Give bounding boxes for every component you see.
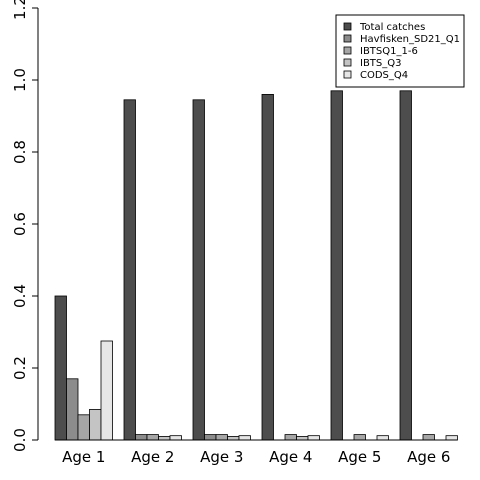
legend-swatch bbox=[343, 34, 352, 43]
bar-4-series-4 bbox=[296, 435, 309, 441]
legend-swatch bbox=[343, 22, 352, 31]
bar-2-series-2 bbox=[135, 434, 148, 441]
bar-1-series-3 bbox=[77, 414, 90, 441]
bar-4-series-3 bbox=[284, 434, 297, 441]
bar-2-series-3 bbox=[146, 434, 159, 441]
bar-5-series-5 bbox=[376, 435, 389, 441]
x-category-label: Age 1 bbox=[62, 448, 105, 466]
legend-swatch bbox=[343, 46, 352, 55]
y-tick-label: 1.0 bbox=[11, 68, 29, 92]
bar-3-series-1 bbox=[192, 99, 205, 441]
x-category-label: Age 3 bbox=[200, 448, 243, 466]
y-tick-label: 0.0 bbox=[11, 428, 29, 452]
bar-5-series-1 bbox=[330, 90, 343, 441]
bar-6-series-5 bbox=[445, 435, 458, 441]
legend-label: IBTS_Q3 bbox=[360, 58, 402, 69]
bar-6-series-3 bbox=[422, 434, 435, 441]
bar-4-series-5 bbox=[307, 435, 320, 441]
x-category-label: Age 4 bbox=[269, 448, 312, 466]
bar-1-series-2 bbox=[66, 378, 79, 441]
x-category-label: Age 6 bbox=[407, 448, 450, 466]
legend-swatch bbox=[343, 70, 352, 79]
y-tick-label: 0.6 bbox=[11, 212, 29, 236]
bar-1-series-4 bbox=[89, 408, 102, 441]
x-category-label: Age 5 bbox=[338, 448, 381, 466]
legend-label: IBTSQ1_1-6 bbox=[360, 46, 418, 57]
bar-6-series-1 bbox=[399, 90, 412, 441]
legend: Total catchesHavfisken_SD21_Q1IBTSQ1_1-6… bbox=[335, 14, 465, 88]
bar-3-series-3 bbox=[215, 434, 228, 441]
x-category-label: Age 2 bbox=[131, 448, 174, 466]
y-axis: 0.0 0.2 0.4 0.6 0.8 1.0 1.2 bbox=[11, 0, 39, 452]
bar-3-series-5 bbox=[238, 435, 251, 441]
legend-label: Total catches bbox=[359, 22, 425, 33]
legend-label: Havfisken_SD21_Q1 bbox=[360, 34, 460, 45]
bars bbox=[54, 90, 458, 441]
bar-1-series-5 bbox=[100, 340, 113, 441]
x-axis-labels: Age 1 Age 2 Age 3 Age 4 Age 5 Age 6 bbox=[62, 448, 450, 466]
legend-label: CODS_Q4 bbox=[360, 70, 408, 81]
legend-swatch bbox=[343, 58, 352, 67]
y-tick-label: 0.2 bbox=[11, 356, 29, 380]
bar-4-series-1 bbox=[261, 94, 274, 441]
bar-2-series-1 bbox=[123, 99, 136, 441]
y-tick-label: 0.8 bbox=[11, 140, 29, 164]
bar-3-series-4 bbox=[227, 435, 240, 441]
y-tick-label: 0.4 bbox=[11, 284, 29, 308]
bar-3-series-2 bbox=[204, 434, 217, 441]
bar-2-series-4 bbox=[158, 435, 171, 441]
bar-2-series-5 bbox=[169, 435, 182, 441]
legend-box bbox=[335, 14, 465, 88]
y-tick-label: 1.2 bbox=[11, 0, 29, 20]
bar-5-series-3 bbox=[353, 434, 366, 441]
bar-1-series-1 bbox=[54, 295, 67, 441]
